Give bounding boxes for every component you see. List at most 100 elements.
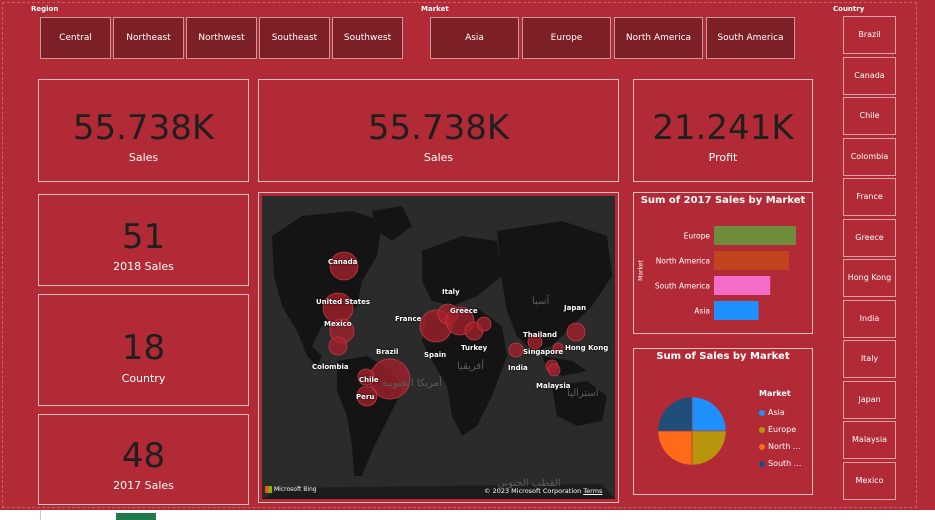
bar-asia[interactable] <box>714 301 759 320</box>
map-label-malaysia: Malaysia <box>536 382 571 390</box>
pie-chart-title: Sum of Sales by Market <box>656 351 790 362</box>
bar-category-label: South America <box>655 282 710 291</box>
country-brazil-button[interactable]: Brazil <box>843 16 896 54</box>
sales-2017-value: 48 <box>121 436 166 476</box>
map-ghost-south-america: أمريكا الجنوبية <box>382 378 442 389</box>
region-northwest-button[interactable]: Northwest <box>186 17 257 59</box>
bar-chart-svg: Europe North America South America Asia <box>655 226 796 320</box>
australia-landmass <box>552 381 607 426</box>
asia-landmass <box>497 221 612 351</box>
world-map-svg <box>262 206 615 499</box>
country-greece-button[interactable]: Greece <box>843 219 896 257</box>
country-malaysia-button[interactable]: Malaysia <box>843 421 896 459</box>
europe-landmass <box>422 236 502 306</box>
bubble-peru[interactable] <box>356 385 378 407</box>
canvas-border <box>2 2 917 508</box>
pie-slice-north-america[interactable] <box>657 430 693 466</box>
sales-map[interactable]: آسيا أفريقيا أمريكا الجنوبية استراليا ال… <box>262 196 615 499</box>
region-northeast-button[interactable]: Northeast <box>113 17 184 59</box>
sales-2017-label: 2017 Sales <box>113 479 174 492</box>
region-central-button[interactable]: Central <box>40 17 111 59</box>
sales-2018-value: 51 <box>121 217 166 257</box>
bar-south-america[interactable] <box>714 276 771 295</box>
bar-chart-card: Sum of 2017 Sales by Market Market Europ… <box>633 192 813 334</box>
bubble-chile[interactable] <box>357 368 375 386</box>
bubble-india[interactable] <box>508 342 524 358</box>
sales-card-value: 55.738K <box>72 108 215 148</box>
country-italy-button[interactable]: Italy <box>843 340 896 378</box>
pie-slice-south-america[interactable] <box>657 396 693 432</box>
bing-logo: Microsoft Bing <box>265 486 317 493</box>
country-colombia-button[interactable]: Colombia <box>843 138 896 176</box>
map-label-turkey: Turkey <box>461 344 488 352</box>
sales-large-card-value: 55.738K <box>367 108 510 148</box>
market-asia-button[interactable]: Asia <box>430 17 519 59</box>
bubble-colombia[interactable] <box>328 336 348 356</box>
map-label-brazil: Brazil <box>376 348 399 356</box>
legend-dot-icon <box>759 443 765 450</box>
country-slicer-title: Country <box>833 5 865 13</box>
region-southwest-button[interactable]: Southwest <box>332 17 403 59</box>
country-chile-button[interactable]: Chile <box>843 97 896 135</box>
country-france-button[interactable]: France <box>843 178 896 216</box>
pie-legend: Asia Europe North ... South ... <box>759 404 801 472</box>
country-canada-button[interactable]: Canada <box>843 57 896 95</box>
map-label-italy: Italy <box>442 288 460 296</box>
pie-slice-asia[interactable] <box>691 396 727 432</box>
pie-legend-item[interactable]: North ... <box>759 438 801 455</box>
map-label-hong-kong: Hong Kong <box>565 344 609 352</box>
profit-card-label: Profit <box>708 151 738 164</box>
bubble-malaysia[interactable] <box>547 363 561 377</box>
pie-legend-item[interactable]: South ... <box>759 455 801 472</box>
bar-europe[interactable] <box>714 226 796 245</box>
map-terms-link[interactable]: Terms <box>583 487 603 495</box>
market-europe-button[interactable]: Europe <box>522 17 611 59</box>
active-page-tab[interactable] <box>116 513 156 520</box>
pie-legend-label: North ... <box>768 442 801 451</box>
map-label-peru: Peru <box>356 393 375 401</box>
region-southeast-button[interactable]: Southeast <box>259 17 330 59</box>
market-south-america-button[interactable]: South America <box>706 17 795 59</box>
sales-2018-label: 2018 Sales <box>113 260 174 273</box>
bar-chart-title: Sum of 2017 Sales by Market <box>640 195 806 206</box>
country-count-card: 18 Country <box>38 294 249 406</box>
profit-card-value: 21.241K <box>652 108 794 148</box>
north-america-landmass <box>272 211 382 366</box>
map-label-france: France <box>395 315 422 323</box>
map-label-india: India <box>508 364 528 372</box>
bing-brand-text: Microsoft Bing <box>274 486 317 493</box>
bubble-canada[interactable] <box>329 251 359 281</box>
map-ghost-antarctica: القطب الجنوبي <box>497 478 561 489</box>
map-ghost-australia: استراليا <box>567 388 599 399</box>
country-mexico-button[interactable]: Mexico <box>843 462 896 500</box>
sales-card-label: Sales <box>128 151 159 164</box>
pie-slice-europe[interactable] <box>691 430 727 466</box>
legend-dot-icon <box>759 460 765 467</box>
map-label-chile: Chile <box>359 376 379 384</box>
antarctica-landmass <box>262 484 615 499</box>
sales-large-card: 55.738K Sales <box>258 79 619 182</box>
sales-large-card-label: Sales <box>423 151 454 164</box>
bubble-thailand[interactable] <box>527 334 543 350</box>
bubble-hong-kong[interactable] <box>552 342 564 354</box>
bubble-turkey[interactable] <box>476 316 492 332</box>
bar-north-america[interactable] <box>714 251 789 270</box>
country-japan-button[interactable]: Japan <box>843 381 896 419</box>
greenland-landmass <box>372 206 412 241</box>
map-copyright-text: © 2023 Microsoft Corporation <box>484 487 582 495</box>
country-india-button[interactable]: India <box>843 300 896 338</box>
sales-card: 55.738K Sales <box>38 79 249 182</box>
market-north-america-button[interactable]: North America <box>614 17 703 59</box>
bubble-japan[interactable] <box>566 322 586 342</box>
map-label-colombia: Colombia <box>312 363 349 371</box>
country-hong-kong-button[interactable]: Hong Kong <box>843 259 896 297</box>
pie-chart-card: Sum of Sales by Market Market Asia Europ… <box>633 348 813 495</box>
map-label-canada: Canada <box>328 258 358 266</box>
map-label-spain: Spain <box>424 351 447 359</box>
map-ghost-asia: آسيا <box>532 296 550 307</box>
pie-legend-item[interactable]: Europe <box>759 421 801 438</box>
pie-legend-item[interactable]: Asia <box>759 404 801 421</box>
sales-2018-card: 51 2018 Sales <box>38 194 249 286</box>
pie-legend-title: Market <box>759 389 791 398</box>
